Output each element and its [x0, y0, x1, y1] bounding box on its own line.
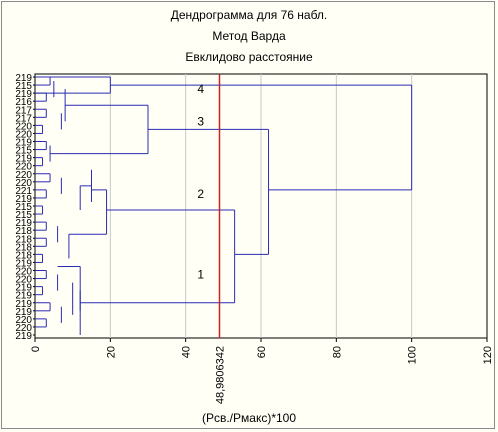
leaf-label: 220 — [15, 267, 32, 278]
leaf-label: 219 — [15, 258, 32, 269]
cut-threshold-label: 48,9806342 — [214, 346, 226, 404]
x-tick-label: 120 — [482, 346, 494, 364]
leaf-label: 220 — [15, 323, 32, 334]
x-axis-label: (Рсв./Рмакс)*100 — [201, 411, 297, 425]
leaf-label: 220 — [15, 121, 32, 132]
chart-subtitle-method: Метод Варда — [212, 29, 286, 43]
x-tick-label: 40 — [181, 346, 193, 358]
leaf-label: 217 — [15, 105, 32, 116]
leaf-label: 220 — [15, 178, 32, 189]
leaf-label: 219 — [15, 283, 32, 294]
leaf-label: 218 — [15, 242, 32, 253]
x-tick-label: 80 — [331, 346, 343, 358]
leaf-label: 220 — [15, 275, 32, 286]
leaf-label: 219 — [15, 154, 32, 165]
leaf-label: 215 — [15, 146, 32, 157]
cluster-number-label: 3 — [197, 114, 204, 128]
leaf-label: 215 — [15, 81, 32, 92]
leaf-label: 219 — [15, 89, 32, 100]
leaf-label: 219 — [15, 73, 32, 84]
leaf-label: 219 — [15, 194, 32, 205]
chart-title: Дендрограмма для 76 набл. — [170, 8, 328, 22]
leaf-label: 215 — [15, 202, 32, 213]
leaf-label: 219 — [15, 138, 32, 149]
chart-subtitle-distance: Евклидово расстояние — [185, 50, 313, 64]
leaf-label: 219 — [15, 299, 32, 310]
leaf-label: 219 — [15, 291, 32, 302]
x-tick-label: 100 — [407, 346, 419, 364]
leaf-label: 217 — [15, 113, 32, 124]
cluster-number-label: 1 — [197, 268, 204, 282]
leaf-label: 219 — [15, 307, 32, 318]
leaf-label: 220 — [15, 162, 32, 173]
cluster-number-label: 4 — [197, 82, 204, 96]
leaf-label: 220 — [15, 315, 32, 326]
leaf-label: 216 — [15, 97, 32, 108]
x-tick-label: 60 — [256, 346, 268, 358]
x-tick-label: 20 — [105, 346, 117, 358]
x-tick-label: 0 — [30, 346, 42, 352]
leaf-label: 219 — [15, 331, 32, 342]
leaf-label: 219 — [15, 218, 32, 229]
leaf-label: 221 — [15, 186, 32, 197]
leaf-label: 218 — [15, 250, 32, 261]
leaf-label: 218 — [15, 226, 32, 237]
leaf-label: 220 — [15, 129, 32, 140]
leaf-label: 220 — [15, 170, 32, 181]
leaf-label: 218 — [15, 234, 32, 245]
cluster-number-label: 2 — [197, 187, 204, 201]
leaf-label: 215 — [15, 210, 32, 221]
